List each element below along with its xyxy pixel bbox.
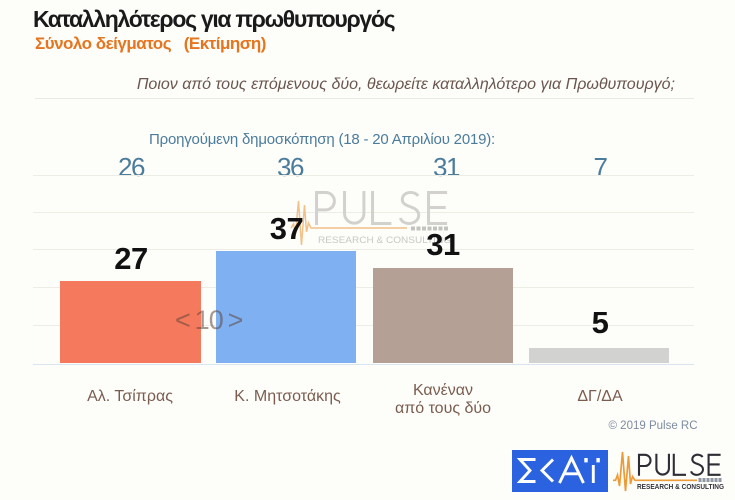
svg-text:RESEARCH & CONSULTING: RESEARCH & CONSULTING (637, 482, 724, 491)
svg-text:RESEARCH & CONSULTING: RESEARCH & CONSULTING (318, 235, 451, 246)
